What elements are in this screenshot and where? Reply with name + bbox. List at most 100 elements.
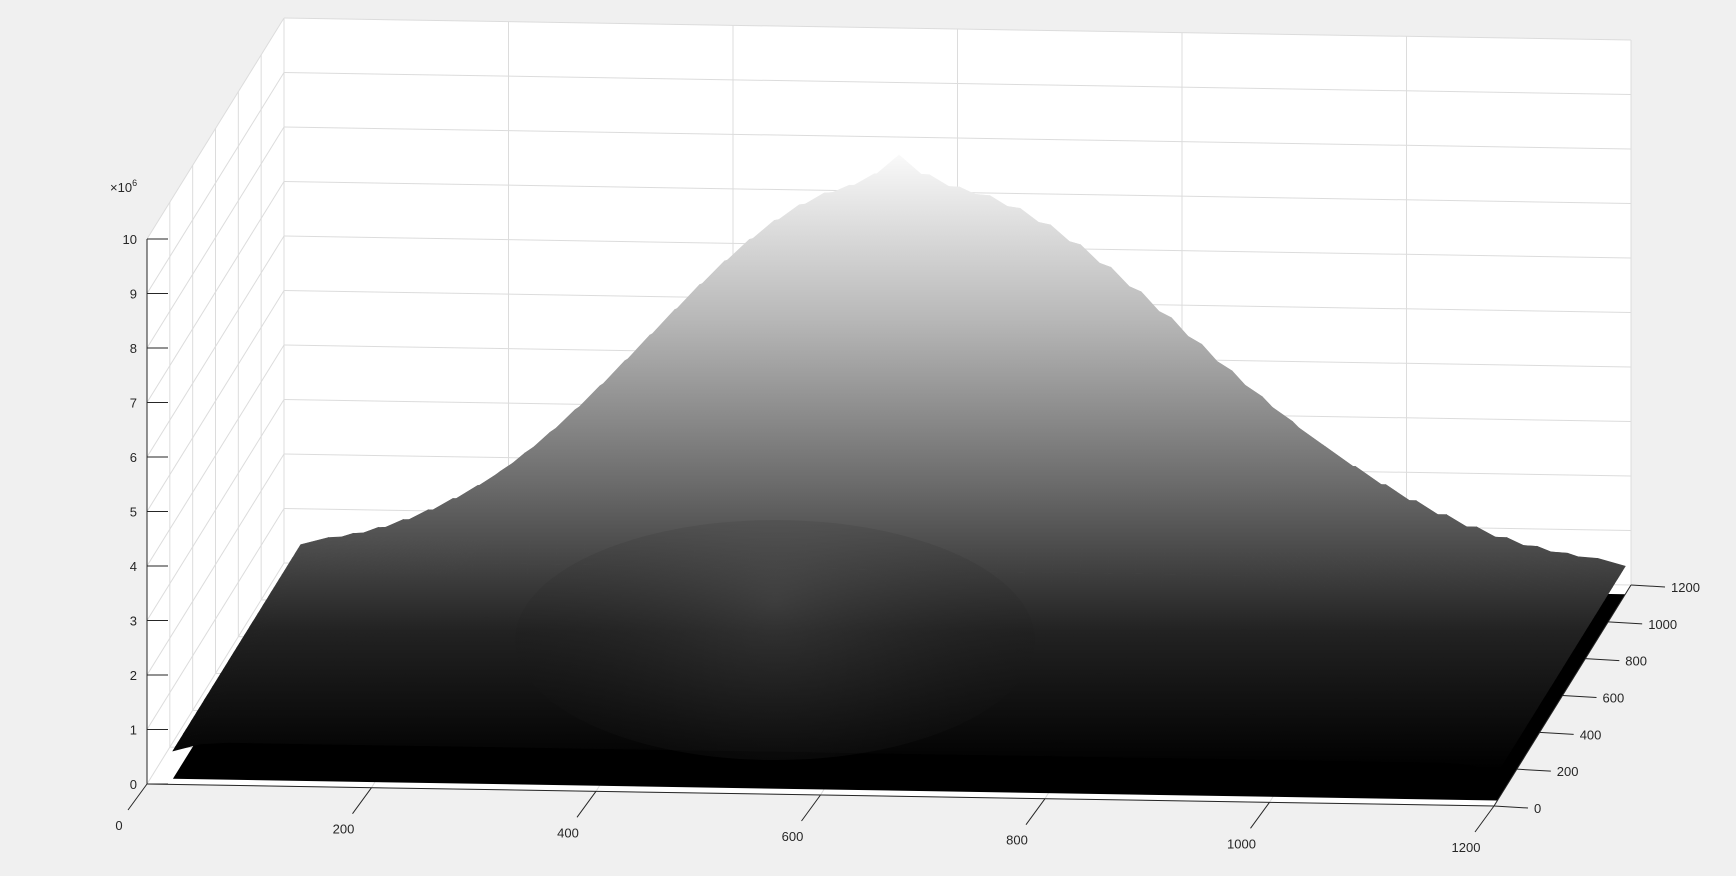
surface-cell-34-23	[897, 323, 929, 350]
surface-cell-3-38	[1229, 696, 1261, 716]
surface-cell-40-20	[830, 457, 862, 477]
surface-cell-0-11	[476, 733, 508, 748]
surface-cell-34-27	[1008, 325, 1040, 352]
surface-cell-4-32	[1066, 673, 1098, 695]
surface-cell-4-34	[1121, 674, 1153, 696]
surface-cell-8-33	[1104, 573, 1136, 603]
surface-cell-45-31	[1147, 530, 1179, 540]
surface-cell-6-31	[1043, 626, 1075, 652]
surface-cell-40-19	[803, 457, 835, 476]
surface-cell-42-31	[1139, 495, 1171, 511]
surface-cell-2-5	[315, 699, 347, 717]
surface-cell-7-33	[1101, 601, 1133, 629]
surface-cell-0-38	[1221, 745, 1253, 760]
surface-cell-5-33	[1096, 651, 1128, 675]
x-tick-label-2: 400	[557, 825, 579, 840]
surface-cell-3-5	[318, 681, 350, 701]
surface-cell-42-9	[532, 485, 564, 501]
surface-cell-7-10	[467, 590, 499, 619]
surface-cell-0-9	[420, 732, 452, 747]
surface-cell-0-13	[531, 734, 563, 749]
surface-cell-42-25	[974, 493, 1006, 508]
surface-cell-6-33	[1099, 627, 1131, 653]
surface-cell-2-38	[1226, 714, 1258, 732]
surface-cell-3-35	[1146, 694, 1178, 715]
surface-cell-45-29	[1092, 529, 1124, 539]
y-tick-label-2: 400	[1580, 727, 1602, 742]
surface-cell-42-11	[587, 486, 619, 502]
surface-cell-2-41	[1309, 715, 1341, 734]
surface-cell-45-26	[1009, 528, 1041, 538]
surface-cell-8-32	[1076, 572, 1108, 602]
surface-cell-38-16	[715, 415, 747, 438]
surface-cell-6-9	[436, 616, 468, 642]
surface-cell-3-34	[1118, 694, 1150, 714]
surface-cell-4-31	[1038, 672, 1070, 695]
y-tick-label-5: 1000	[1648, 617, 1677, 632]
surface-cell-42-17	[753, 489, 785, 505]
surface-cell-38-13	[632, 414, 664, 437]
surface-cell-2-7	[371, 700, 402, 718]
surface-cell-5-10	[461, 641, 493, 665]
y-tick-5	[1608, 621, 1643, 625]
surface-cell-40-17	[748, 456, 780, 476]
surface-cell-4-41	[1314, 677, 1346, 699]
surface-cell-8-10	[469, 562, 501, 592]
surface-cell-5-39	[1262, 654, 1294, 678]
surface-cell-0-0	[172, 739, 204, 752]
surface-cell-0-42	[1331, 747, 1363, 762]
surface-cell-42-10	[560, 486, 592, 502]
surface-cell-2-4	[288, 699, 320, 717]
surface-cell-4-38	[1231, 675, 1263, 698]
surface-cell-1-5	[313, 715, 345, 732]
surface-cell-40-27	[1024, 460, 1056, 480]
surface-cell-38-17	[742, 415, 774, 439]
surface-cell-0-28	[945, 740, 977, 756]
surface-cell-0-6	[338, 730, 370, 746]
surface-cell-0-39	[1248, 745, 1280, 760]
surface-cell-2-10	[453, 701, 485, 720]
surface-cell-7-35	[1156, 602, 1188, 630]
surface-cell-3-37	[1201, 695, 1233, 715]
z-tick-label-3: 3	[130, 614, 137, 629]
surface-cell-42-26	[1001, 493, 1033, 509]
surface-cell-2-35	[1143, 712, 1175, 731]
surface-cell-1-32	[1058, 727, 1090, 744]
surface-cell-3-6	[346, 681, 378, 701]
surface-cell-45-24	[954, 527, 986, 537]
surface-cell-1-8	[395, 717, 427, 733]
surface-cell-45-11	[595, 521, 628, 531]
surface-cell-42-29	[1084, 494, 1116, 510]
surface-cell-6-32	[1071, 626, 1103, 653]
surface-cell-9-33	[1107, 543, 1139, 575]
surface-cell-34-17	[732, 320, 764, 347]
surface-cell-42-22	[891, 491, 923, 507]
surface-cell-38-18	[770, 416, 802, 439]
surface-cell-40-14	[665, 455, 697, 474]
surface-cell-0-40	[1276, 746, 1308, 761]
surface-cell-2-29	[978, 710, 1010, 728]
surface-cell-21-24	[890, 201, 922, 219]
z-exponent-label: ×106	[110, 178, 137, 195]
surface-cell-9-32	[1079, 542, 1111, 574]
surface-cell-0-29	[972, 741, 1004, 756]
surface-cell-6-38	[1237, 629, 1269, 655]
z-tick-label-0: 0	[130, 777, 137, 792]
surface-cell-34-16	[704, 320, 736, 347]
surface-cell-38-25	[963, 419, 995, 442]
surface-cell-6-35	[1154, 628, 1186, 654]
surface-cell-4-35	[1148, 674, 1180, 696]
surface-cell-40-31	[1134, 462, 1166, 482]
z-tick-label-1: 1	[130, 723, 137, 738]
surface-cell-1-39	[1251, 731, 1283, 747]
y-tick-label-4: 800	[1625, 654, 1647, 669]
surface-cell-1-43	[1361, 732, 1393, 749]
surface-cell-0-3	[255, 729, 287, 744]
surface-cell-2-30	[1005, 710, 1037, 729]
surface-cell-9-12	[527, 533, 559, 565]
x-tick-1	[352, 787, 372, 814]
surface-cell-38-29	[1074, 421, 1105, 444]
surface-cell-1-42	[1334, 732, 1366, 749]
surface-cell-1-29	[975, 726, 1007, 743]
